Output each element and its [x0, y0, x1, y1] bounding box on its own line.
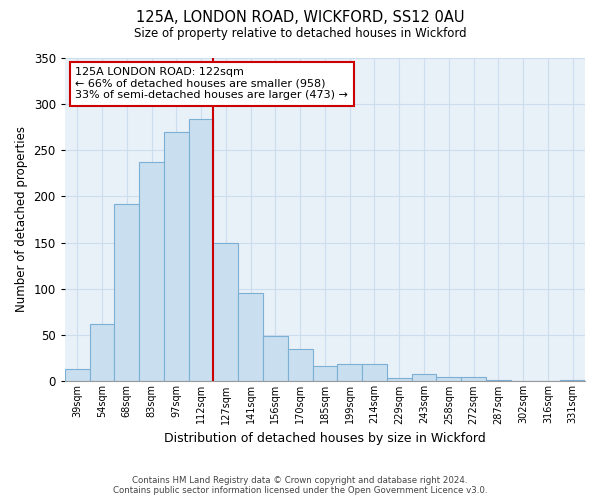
Bar [238, 292, 263, 382]
Bar [362, 364, 387, 382]
Text: Contains HM Land Registry data © Crown copyright and database right 2024.
Contai: Contains HM Land Registry data © Crown c… [113, 476, 487, 495]
Bar [139, 162, 164, 382]
Bar [89, 324, 115, 382]
Bar [337, 364, 362, 382]
Bar [486, 380, 511, 382]
Text: 125A, LONDON ROAD, WICKFORD, SS12 0AU: 125A, LONDON ROAD, WICKFORD, SS12 0AU [136, 10, 464, 25]
Bar [436, 377, 461, 382]
Bar [412, 374, 436, 382]
Bar [560, 380, 585, 382]
Text: 125A LONDON ROAD: 122sqm
← 66% of detached houses are smaller (958)
33% of semi-: 125A LONDON ROAD: 122sqm ← 66% of detach… [75, 67, 348, 100]
Bar [214, 242, 238, 382]
Bar [263, 336, 288, 382]
Bar [188, 118, 214, 382]
Bar [164, 132, 188, 382]
X-axis label: Distribution of detached houses by size in Wickford: Distribution of detached houses by size … [164, 432, 486, 445]
Bar [313, 366, 337, 382]
Bar [115, 204, 139, 382]
Bar [288, 349, 313, 382]
Bar [461, 377, 486, 382]
Y-axis label: Number of detached properties: Number of detached properties [15, 126, 28, 312]
Bar [65, 370, 89, 382]
Text: Size of property relative to detached houses in Wickford: Size of property relative to detached ho… [134, 28, 466, 40]
Bar [387, 378, 412, 382]
